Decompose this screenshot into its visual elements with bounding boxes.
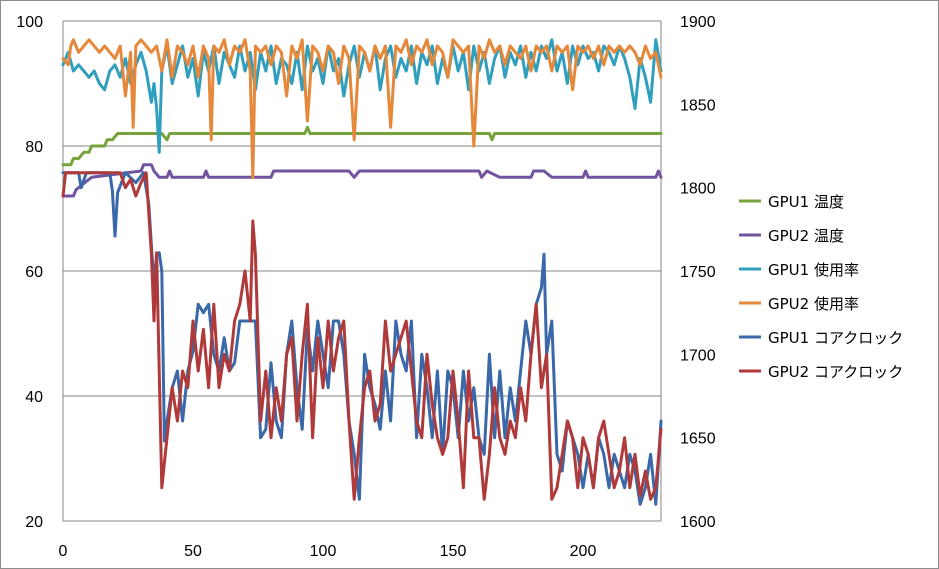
y-tick-label-2: 60 (25, 264, 43, 281)
y2-tick-label-3: 1750 (680, 264, 716, 281)
y-tick-label-4: 100 (16, 14, 43, 31)
series-line-5 (61, 171, 663, 501)
legend-label-2: GPU1 使用率 (768, 261, 859, 279)
x-tick-label-0: 0 (59, 543, 68, 560)
x-tick-label-2: 100 (310, 543, 337, 560)
x-tick-label-4: 200 (570, 543, 597, 560)
series-line-1 (61, 163, 663, 198)
legend-label-3: GPU2 使用率 (768, 295, 859, 313)
y-tick-label-0: 20 (25, 514, 43, 531)
y2-tick-label-1: 1650 (680, 431, 716, 448)
x-tick-label-3: 150 (440, 543, 467, 560)
series-line-2 (61, 38, 663, 154)
series-line-4 (61, 171, 663, 506)
legend-label-4: GPU1 コアクロック (768, 329, 903, 347)
y2-tick-label-2: 1700 (680, 347, 716, 364)
tick-labels: 20 40 60 80 100 1600 1650 1700 1750 1800 1850 1900 0… (16, 14, 715, 560)
y2-tick-label-4: 1800 (680, 181, 716, 198)
y2-tick-label-5: 1850 (680, 97, 716, 114)
legend-label-0: GPU1 温度 (768, 193, 844, 211)
series-lines (61, 38, 663, 506)
y2-tick-label-6: 1900 (680, 14, 716, 31)
y2-tick-label-0: 1600 (680, 514, 716, 531)
series-line-3 (61, 38, 663, 179)
legend-label-1: GPU2 温度 (768, 227, 844, 245)
y-tick-label-3: 80 (25, 139, 43, 156)
legend-label-5: GPU2 コアクロック (768, 363, 903, 381)
y-tick-label-1: 40 (25, 389, 43, 406)
legend: GPU1 温度 GPU2 温度 GPU1 使用率 GPU2 使用率 GPU1 コアクロッ… (739, 193, 903, 381)
series-line-0 (61, 125, 663, 167)
x-tick-label-1: 50 (184, 543, 202, 560)
